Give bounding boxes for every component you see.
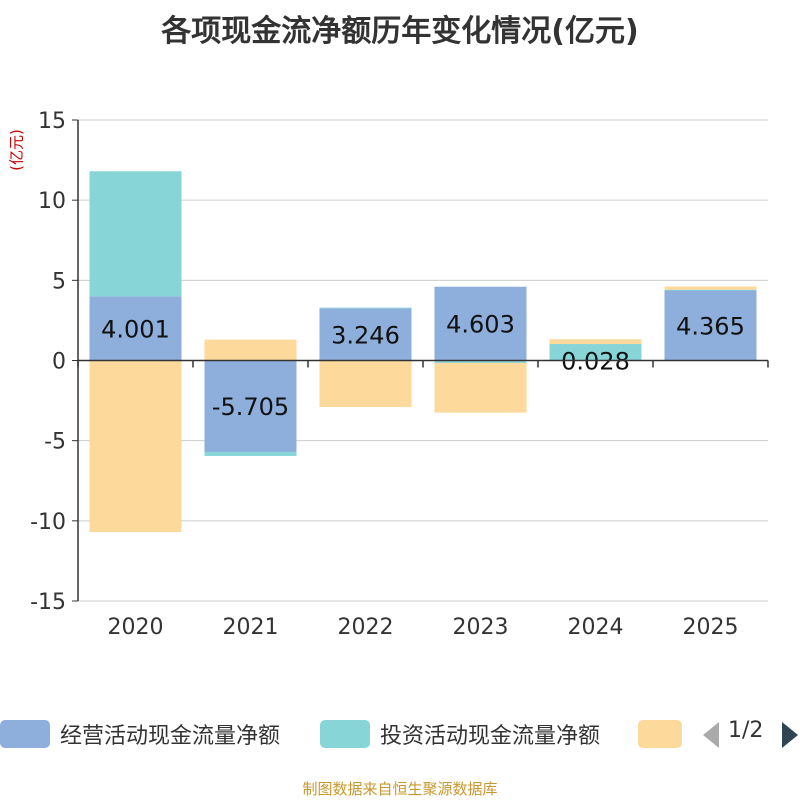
bar-2022-series-1 <box>319 307 412 309</box>
y-tick-label: -15 <box>30 590 66 615</box>
legend: 经营活动现金流量净额 投资活动现金流量净额 1/2 <box>0 714 800 754</box>
bar-2025-series-1 <box>664 289 757 291</box>
y-tick-label: -10 <box>30 510 66 535</box>
legend-swatch-investing <box>320 720 370 748</box>
bar-chart: 15 10 5 0 -5 -10 -15 4.001 -5.705 3.246 4.603 0.028… <box>30 109 769 640</box>
legend-page-indicator: 1/2 <box>728 718 764 743</box>
bar-2020-series-0 <box>89 296 182 361</box>
bar-2023-series-1 <box>434 360 527 363</box>
y-tick-label: 0 <box>52 350 66 375</box>
bar-2024-series-1 <box>549 344 642 361</box>
bar-2023-series-2 <box>434 362 527 413</box>
bar-2021-series-0 <box>204 360 297 452</box>
bar-2022-series-2 <box>319 360 412 407</box>
y-tick-label: 15 <box>38 109 66 134</box>
bar-2023-series-0 <box>434 286 527 361</box>
bar-2021-series-2 <box>204 339 297 361</box>
y-tick-label: 5 <box>52 269 66 294</box>
data-label-2023: 4.603 <box>446 311 515 339</box>
legend-label-investing: 投资活动现金流量净额 <box>380 724 601 749</box>
x-tick-label-2021: 2021 <box>223 615 279 640</box>
legend-label-operating: 经营活动现金流量净额 <box>60 724 281 749</box>
bar-2022-series-0 <box>319 308 412 361</box>
x-tick-label-2020: 2020 <box>108 615 164 640</box>
x-tick-label-2022: 2022 <box>338 615 394 640</box>
x-tick-label-2025: 2025 <box>683 615 739 640</box>
bar-2020-series-1 <box>89 171 182 297</box>
x-tick-label-2024: 2024 <box>568 615 624 640</box>
data-label-2024: 0.028 <box>561 347 630 375</box>
bar-2025-series-2 <box>664 286 757 290</box>
y-tick-label: 10 <box>38 189 66 214</box>
bar-2021-series-1 <box>204 451 297 456</box>
data-label-2020: 4.001 <box>101 315 170 343</box>
y-tick-label: -5 <box>44 430 66 455</box>
bar-2020-series-2 <box>89 360 182 533</box>
chart-title: 各项现金流净额历年变化情况(亿元) <box>161 14 639 49</box>
x-tick-label-2023: 2023 <box>453 615 509 640</box>
legend-swatch-financing <box>638 720 682 748</box>
bar-2025-series-0 <box>664 290 757 361</box>
legend-swatch-operating <box>0 720 50 748</box>
bar-2024-series-2 <box>549 339 642 345</box>
data-label-2021: -5.705 <box>212 393 289 421</box>
data-label-2025: 4.365 <box>676 313 745 341</box>
data-source-footer: 制图数据来自恒生聚源数据库 <box>302 780 498 798</box>
legend-prev-page-icon[interactable] <box>703 722 719 748</box>
legend-next-page-icon[interactable] <box>782 722 798 748</box>
data-label-2022: 3.246 <box>331 321 400 349</box>
